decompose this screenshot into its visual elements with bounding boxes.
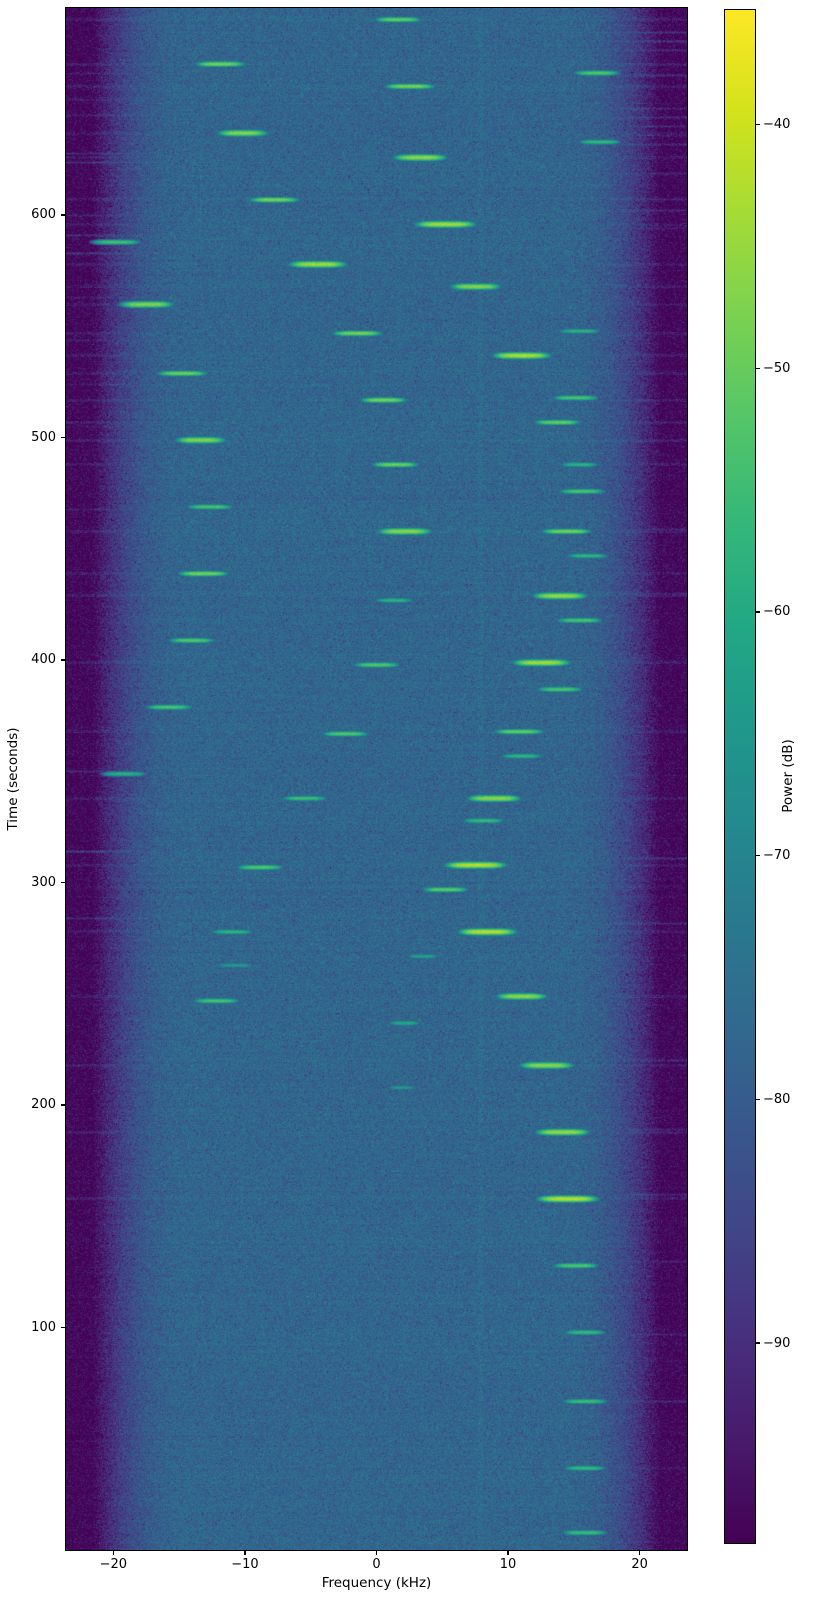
plot-area bbox=[66, 8, 687, 1550]
y-axis-label: Time (seconds) bbox=[5, 727, 21, 831]
colorbar-tick-label: −40 bbox=[763, 117, 791, 133]
x-tick-mark bbox=[638, 1551, 641, 1555]
y-tick-label: 500 bbox=[31, 429, 56, 445]
colorbar-tick-mark bbox=[756, 855, 760, 857]
y-tick-mark bbox=[61, 214, 65, 216]
x-tick-label: −10 bbox=[231, 1557, 259, 1572]
colorbar-tick-label: −70 bbox=[763, 848, 791, 864]
x-axis-label: Frequency (kHz) bbox=[321, 1575, 432, 1591]
colorbar-tick-label: −80 bbox=[763, 1091, 791, 1107]
y-tick-label: 200 bbox=[31, 1097, 56, 1113]
colorbar-gradient bbox=[725, 10, 755, 1543]
colorbar-tick-label: −50 bbox=[763, 360, 791, 376]
x-tick-mark bbox=[244, 1551, 246, 1555]
y-tick-label: 300 bbox=[31, 874, 56, 890]
x-tick-label: −20 bbox=[99, 1557, 128, 1572]
y-tick-mark bbox=[61, 1104, 65, 1106]
x-tick-mark bbox=[375, 1551, 378, 1555]
colorbar-tick-mark bbox=[756, 1098, 760, 1101]
x-tick-label: 10 bbox=[499, 1557, 517, 1572]
colorbar bbox=[725, 10, 755, 1543]
x-tick-label: 0 bbox=[372, 1557, 381, 1572]
colorbar-tick-mark bbox=[756, 367, 760, 369]
y-tick-mark bbox=[61, 1326, 65, 1329]
y-tick-mark bbox=[61, 659, 65, 661]
colorbar-tick-mark bbox=[756, 123, 760, 126]
y-tick-label: 600 bbox=[31, 207, 56, 223]
x-tick-label: 20 bbox=[631, 1557, 648, 1572]
colorbar-label: Power (dB) bbox=[780, 739, 796, 813]
y-tick-mark bbox=[61, 881, 65, 884]
y-tick-mark bbox=[61, 436, 65, 439]
x-tick-mark bbox=[112, 1551, 114, 1555]
y-tick-label: 100 bbox=[31, 1319, 56, 1335]
spectrogram-canvas bbox=[66, 8, 687, 1550]
x-tick-mark bbox=[507, 1551, 509, 1555]
colorbar-tick-mark bbox=[756, 611, 760, 613]
colorbar-tick-label: −60 bbox=[763, 604, 791, 620]
colorbar-tick-label: −90 bbox=[763, 1335, 791, 1351]
colorbar-tick-mark bbox=[756, 1342, 760, 1344]
y-tick-label: 400 bbox=[31, 652, 56, 668]
